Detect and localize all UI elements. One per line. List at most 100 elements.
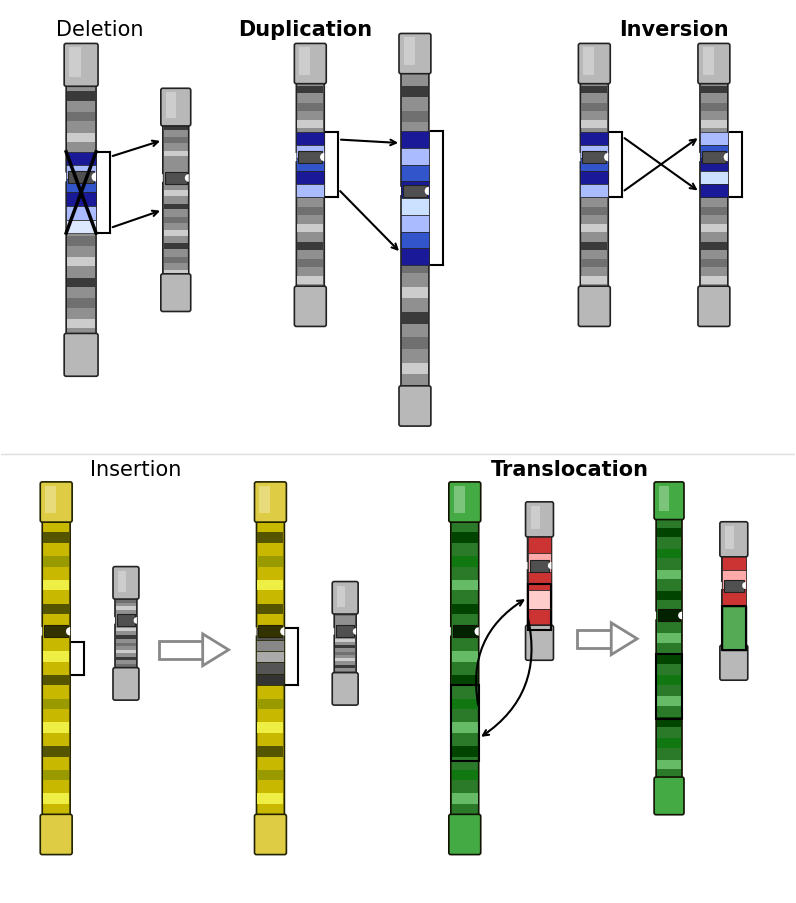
Bar bbox=[116, 650, 136, 653]
Bar bbox=[402, 263, 428, 274]
Bar bbox=[580, 159, 608, 172]
Bar bbox=[659, 487, 669, 512]
Bar bbox=[43, 651, 69, 662]
Wedge shape bbox=[678, 612, 682, 619]
Wedge shape bbox=[742, 582, 746, 590]
Bar bbox=[299, 49, 310, 76]
Bar bbox=[402, 237, 428, 248]
FancyBboxPatch shape bbox=[42, 502, 70, 834]
Bar bbox=[723, 604, 745, 608]
Bar bbox=[701, 87, 727, 94]
Bar bbox=[401, 165, 429, 182]
FancyBboxPatch shape bbox=[115, 583, 137, 684]
Bar bbox=[402, 212, 428, 224]
Bar bbox=[580, 185, 608, 198]
Wedge shape bbox=[474, 628, 478, 636]
Bar bbox=[583, 152, 607, 163]
Bar bbox=[581, 173, 607, 181]
FancyBboxPatch shape bbox=[654, 482, 684, 520]
Bar bbox=[257, 509, 283, 519]
FancyBboxPatch shape bbox=[449, 482, 481, 523]
Bar bbox=[298, 277, 323, 284]
Bar bbox=[581, 208, 607, 216]
FancyBboxPatch shape bbox=[722, 540, 746, 663]
Polygon shape bbox=[203, 634, 228, 666]
Bar bbox=[257, 699, 283, 710]
FancyBboxPatch shape bbox=[656, 501, 682, 796]
Bar bbox=[67, 278, 95, 288]
Bar bbox=[451, 685, 478, 761]
Bar bbox=[657, 759, 681, 769]
FancyBboxPatch shape bbox=[334, 598, 356, 689]
Bar bbox=[116, 600, 136, 603]
Bar bbox=[43, 556, 69, 567]
Bar bbox=[256, 674, 284, 685]
Wedge shape bbox=[548, 563, 552, 570]
FancyBboxPatch shape bbox=[579, 44, 611, 85]
Bar bbox=[116, 628, 136, 632]
FancyBboxPatch shape bbox=[163, 108, 189, 293]
Bar bbox=[164, 112, 188, 117]
Bar bbox=[116, 607, 136, 610]
Bar bbox=[657, 507, 681, 517]
Bar bbox=[43, 604, 69, 615]
Bar bbox=[296, 133, 324, 145]
Bar bbox=[335, 665, 355, 668]
FancyBboxPatch shape bbox=[256, 502, 284, 834]
Bar bbox=[256, 663, 284, 674]
FancyBboxPatch shape bbox=[332, 673, 358, 705]
FancyBboxPatch shape bbox=[399, 34, 431, 75]
Bar bbox=[116, 585, 136, 589]
Bar bbox=[657, 528, 681, 537]
Bar bbox=[402, 288, 428, 299]
Bar bbox=[657, 549, 681, 559]
Text: Inversion: Inversion bbox=[619, 20, 729, 40]
FancyBboxPatch shape bbox=[528, 520, 552, 643]
Bar bbox=[723, 647, 745, 652]
Bar bbox=[723, 542, 745, 546]
Bar bbox=[454, 487, 465, 514]
Bar bbox=[724, 580, 743, 591]
Bar bbox=[164, 125, 188, 131]
Wedge shape bbox=[38, 628, 42, 636]
Bar bbox=[257, 651, 283, 662]
FancyBboxPatch shape bbox=[113, 567, 139, 600]
Wedge shape bbox=[159, 175, 163, 182]
Bar bbox=[66, 153, 96, 166]
Bar bbox=[256, 628, 284, 640]
Bar bbox=[298, 191, 323, 199]
FancyBboxPatch shape bbox=[41, 815, 72, 854]
Bar bbox=[528, 535, 552, 554]
Wedge shape bbox=[134, 618, 137, 624]
Bar bbox=[66, 220, 96, 234]
Bar bbox=[164, 218, 188, 224]
Bar bbox=[452, 746, 478, 757]
Bar bbox=[257, 533, 283, 544]
Bar bbox=[657, 781, 681, 790]
Bar bbox=[43, 675, 69, 685]
Bar bbox=[529, 584, 551, 588]
Bar bbox=[296, 159, 324, 172]
Bar bbox=[580, 172, 608, 185]
Bar bbox=[722, 552, 746, 571]
Wedge shape bbox=[331, 628, 334, 635]
Bar bbox=[657, 655, 681, 664]
Bar bbox=[723, 639, 745, 643]
Bar bbox=[257, 556, 283, 567]
Bar bbox=[723, 656, 745, 660]
FancyBboxPatch shape bbox=[295, 44, 326, 85]
FancyBboxPatch shape bbox=[64, 44, 98, 88]
Bar bbox=[257, 770, 283, 780]
FancyBboxPatch shape bbox=[401, 54, 429, 406]
Bar bbox=[657, 570, 681, 580]
Bar bbox=[657, 633, 681, 643]
FancyBboxPatch shape bbox=[255, 482, 287, 523]
Bar bbox=[581, 294, 607, 303]
Bar bbox=[528, 610, 552, 628]
Bar bbox=[529, 610, 551, 614]
Bar bbox=[296, 172, 324, 185]
Wedge shape bbox=[425, 188, 429, 196]
FancyBboxPatch shape bbox=[295, 287, 326, 327]
Bar bbox=[402, 61, 428, 73]
Bar bbox=[401, 182, 429, 199]
